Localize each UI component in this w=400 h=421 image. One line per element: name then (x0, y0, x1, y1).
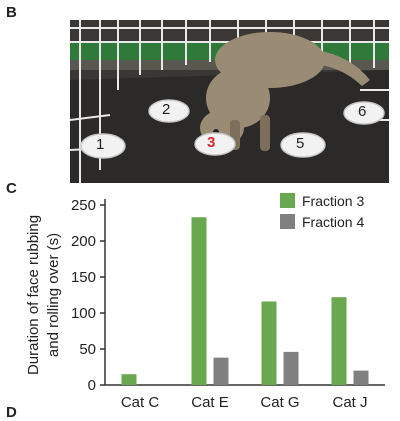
y-axis-title: and rolling over (s) (45, 233, 62, 357)
bar-fraction-3-cat-e (191, 217, 207, 385)
legend-label: Fraction 4 (302, 214, 364, 230)
bar-fraction-3-cat-g (261, 301, 277, 385)
x-tick-label: Cat E (191, 394, 229, 411)
y-tick-label: 250 (71, 197, 96, 214)
x-tick-label: Cat C (121, 394, 160, 411)
y-axis-title: Duration of face rubbing (25, 215, 42, 375)
y-tick-label: 50 (79, 341, 96, 358)
bar-fraction-3-cat-c (121, 374, 137, 385)
y-tick-label: 200 (71, 233, 96, 250)
bar-fraction-4-cat-g (283, 351, 299, 385)
legend-swatch (280, 214, 295, 229)
plate-number-3: 3 (207, 134, 216, 151)
x-tick-label: Cat G (260, 394, 299, 411)
bar-fraction-4-cat-j (353, 370, 369, 385)
legend-label: Fraction 3 (302, 193, 364, 209)
panel-label-b: B (6, 4, 17, 21)
panel-label-c: C (6, 180, 17, 197)
x-tick-label: Cat J (332, 394, 367, 411)
plate-number-1: 1 (96, 136, 105, 153)
plate-number-5: 5 (296, 135, 305, 152)
cat-photo (70, 20, 389, 183)
bar-chart: 0 50 100 150 200 250 Duration of face rubbing a… (25, 193, 385, 411)
bar-fraction-4-cat-e (213, 357, 229, 385)
plate-number-2: 2 (162, 101, 171, 118)
y-tick-label: 150 (71, 269, 96, 286)
plate-number-6: 6 (358, 103, 367, 120)
legend-swatch (280, 193, 295, 208)
panel-label-d: D (6, 404, 17, 421)
bar-fraction-3-cat-j (331, 297, 347, 385)
y-tick-label: 0 (88, 377, 96, 394)
y-tick-label: 100 (71, 305, 96, 322)
